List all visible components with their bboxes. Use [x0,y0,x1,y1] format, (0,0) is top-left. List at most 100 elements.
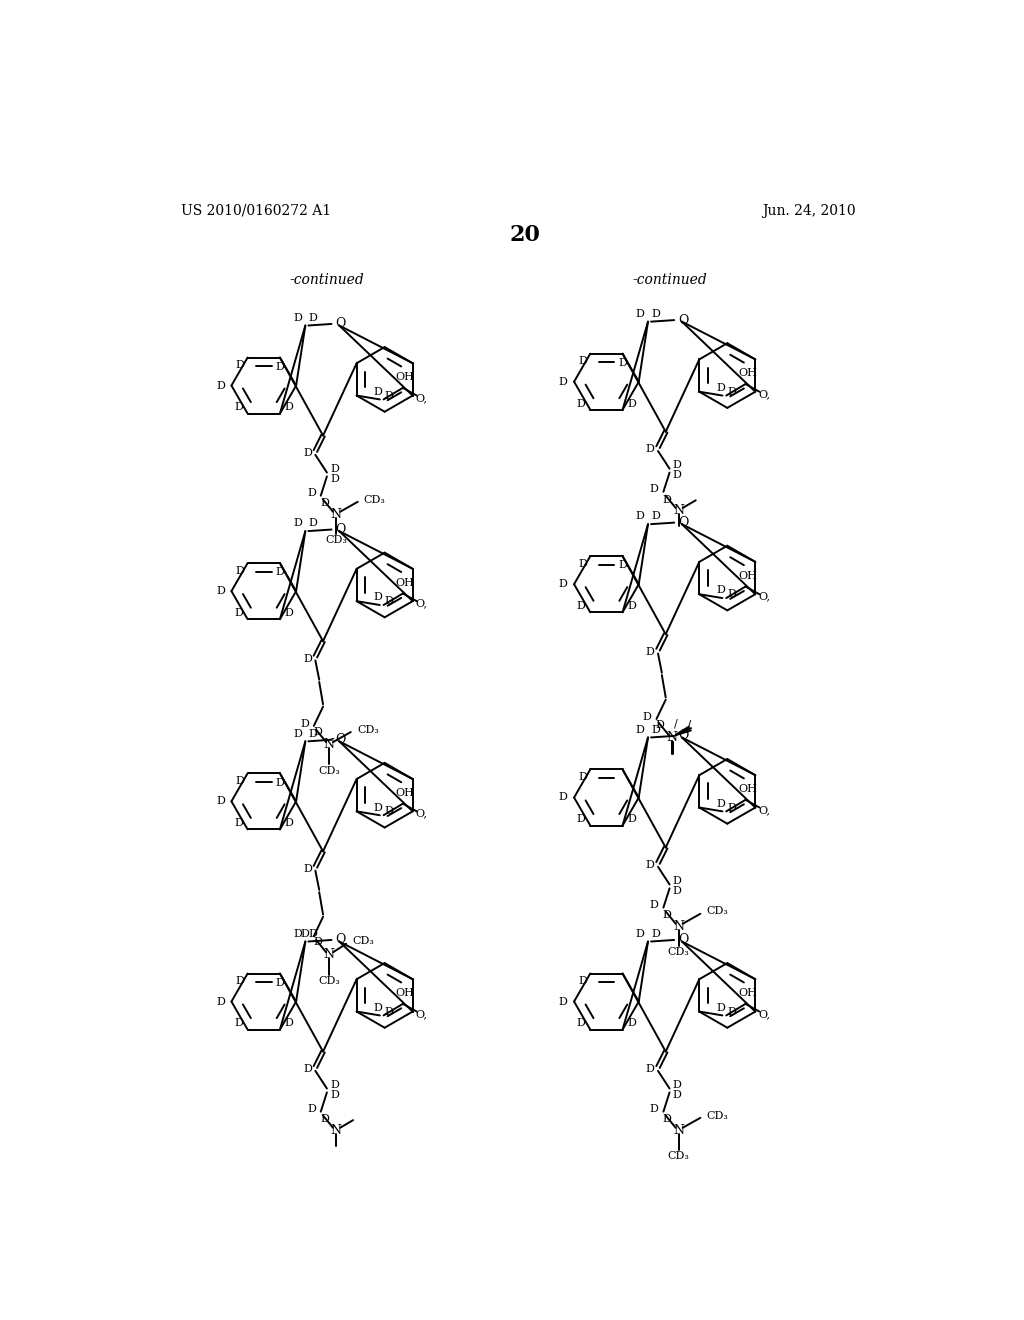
Text: D: D [374,593,383,602]
Text: OH: OH [395,578,415,587]
Text: D: D [308,519,317,528]
Text: D: D [663,911,672,920]
Text: D: D [308,929,317,939]
Text: D: D [330,474,339,483]
Text: D: D [216,586,225,597]
Text: O: O [678,314,688,326]
Text: D: D [651,511,660,521]
Text: D: D [285,818,294,828]
Text: O: O [678,730,688,742]
Text: OH: OH [395,372,415,381]
Text: D: D [651,929,660,939]
Text: D: D [727,803,736,813]
Text: D: D [293,729,302,739]
Text: D: D [233,403,243,412]
Text: D: D [385,597,393,606]
Text: D: D [216,796,225,807]
Text: D: D [656,721,665,730]
Text: D: D [579,356,587,367]
Text: D: D [727,1007,736,1016]
Text: D: D [663,1114,672,1125]
Text: O: O [678,933,688,946]
Text: O,: O, [416,393,427,403]
Text: D: D [727,589,736,599]
Text: 20: 20 [509,224,541,247]
Text: D: D [233,609,243,618]
Text: D: D [673,875,682,886]
Text: D: D [628,399,636,409]
Text: D: D [236,977,245,986]
Text: D: D [673,470,682,480]
Text: D: D [300,929,309,939]
Text: D: D [236,360,245,370]
Text: O: O [336,523,346,536]
Text: D: D [285,403,294,412]
Text: D: D [577,601,586,611]
Text: N: N [331,508,342,520]
Text: D: D [646,647,654,657]
Text: D: D [628,601,636,611]
Text: D: D [303,865,312,874]
Text: D: D [233,1019,243,1028]
Text: US 2010/0160272 A1: US 2010/0160272 A1 [180,203,331,218]
Text: N: N [667,731,677,744]
Text: D: D [579,772,587,783]
Text: D: D [303,1064,312,1074]
Text: D: D [649,1105,658,1114]
Text: D: D [717,799,725,809]
Text: D: D [649,900,658,911]
Text: D: D [374,803,383,813]
Text: D: D [636,725,645,735]
Text: D: D [236,566,245,576]
Text: D: D [303,653,312,664]
Text: D: D [643,711,651,722]
Text: D: D [646,861,654,870]
Text: CD₃: CD₃ [357,725,379,735]
Text: D: D [646,1064,654,1074]
Text: CD₃: CD₃ [318,766,340,776]
Text: O,: O, [758,805,770,814]
Text: O: O [336,317,346,330]
Text: D: D [673,886,682,896]
Text: D: D [727,387,736,397]
Text: D: D [673,1080,682,1090]
Text: D: D [673,459,682,470]
Text: /: / [674,718,678,729]
Text: D: D [275,978,285,987]
Text: D: D [579,977,587,986]
Text: N: N [674,504,684,517]
Text: D: D [374,1003,383,1012]
Text: D: D [646,445,654,454]
Text: D: D [636,511,645,521]
Text: CD₃: CD₃ [352,936,374,946]
Text: D: D [559,792,567,803]
Text: OH: OH [395,989,415,998]
Text: D: D [308,729,317,739]
Text: D: D [321,1114,329,1125]
Text: D: D [330,1090,339,1100]
Text: D: D [717,383,725,393]
Text: D: D [577,399,586,409]
Text: D: D [275,362,285,372]
Text: D: D [628,1019,636,1028]
Text: D: D [618,561,627,570]
Text: D: D [651,725,660,735]
Text: D: D [577,1019,586,1028]
Text: -continued: -continued [290,273,365,286]
Text: O,: O, [758,591,770,602]
Text: D: D [636,309,645,319]
Text: CD₃: CD₃ [326,536,347,545]
Text: D: D [293,313,302,323]
Text: D: D [717,1003,725,1012]
Text: O,: O, [758,389,770,399]
Text: D: D [374,387,383,397]
Text: OH: OH [738,570,758,581]
Text: O,: O, [416,809,427,818]
Text: N: N [674,1123,684,1137]
Text: D: D [651,309,660,319]
Text: -continued: -continued [632,273,707,286]
Text: D: D [285,609,294,618]
Text: N: N [331,1123,342,1137]
Text: D: D [663,495,672,504]
Text: D: D [300,718,309,729]
